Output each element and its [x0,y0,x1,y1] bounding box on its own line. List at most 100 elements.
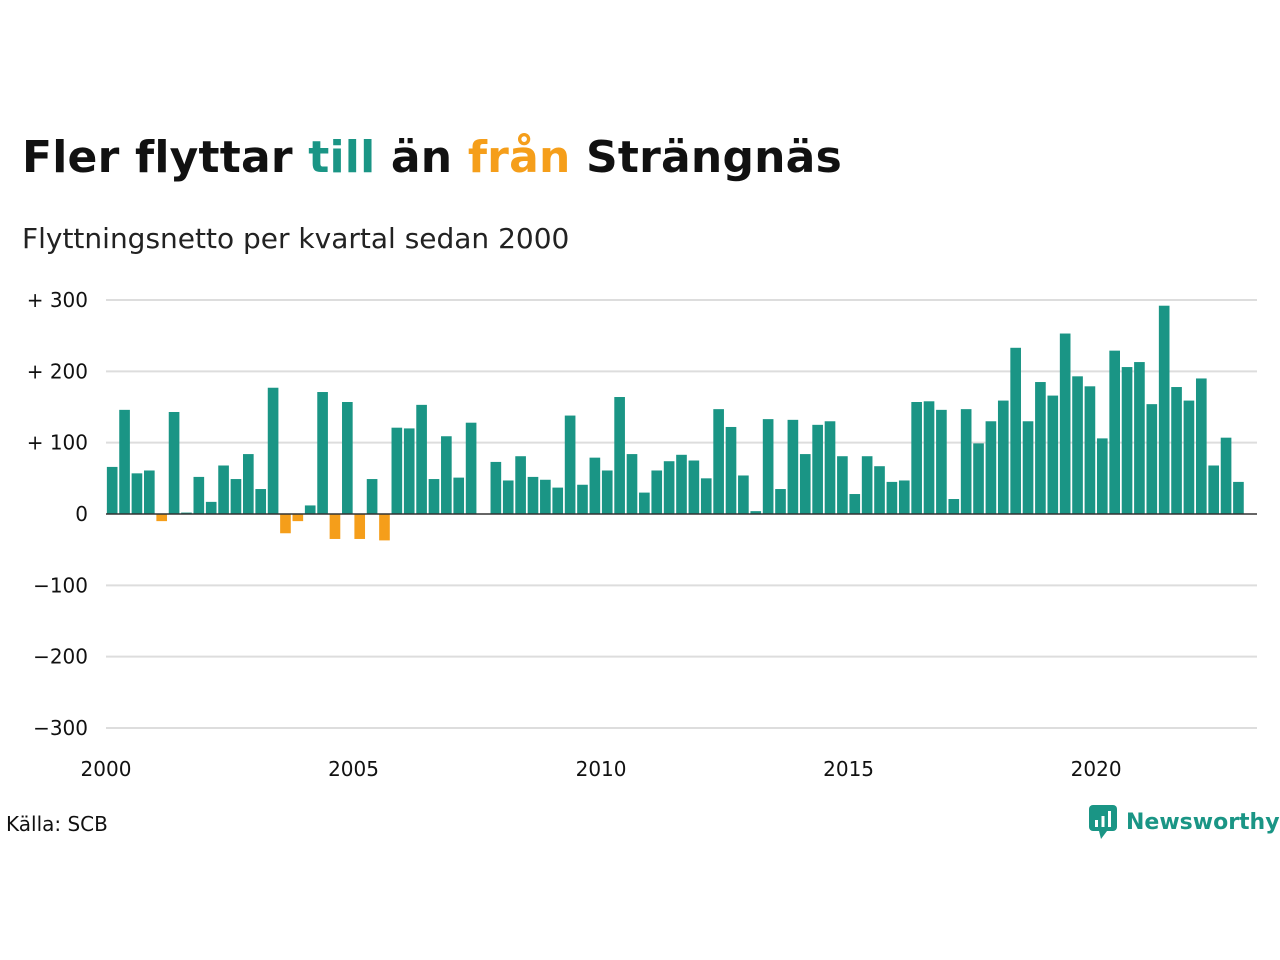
brand-logo: Newsworthy [1088,804,1280,840]
bar [490,461,502,514]
x-tick-label: 2010 [576,757,627,781]
bar [923,401,935,514]
bar [985,421,997,514]
title-part-till: till [308,132,376,183]
bar [589,457,601,514]
bar [143,470,155,514]
bar [1109,350,1120,514]
bar [379,514,390,541]
bar [1195,378,1207,514]
bar [936,409,947,514]
bar [1171,387,1182,514]
bar [366,479,378,514]
bar [280,514,291,534]
bar [465,422,477,514]
bar [1047,395,1059,514]
bar [1183,400,1195,514]
bar [1121,367,1133,514]
bar [391,427,403,514]
y-tick-label: + 300 [27,288,88,312]
chart-title: Fler flyttar till än från Strängnäs [22,132,842,183]
bar [1096,438,1108,514]
bar-chart: + 300 + 200 + 100 0 −100 −200 −300 2000 2005 201… [27,288,1257,781]
y-tick-label: −200 [33,645,88,669]
brand-name: Newsworthy [1126,809,1280,835]
bar [1134,362,1145,514]
bar [824,421,836,514]
gridlines [106,299,1257,729]
bar [688,460,700,514]
bar [626,454,638,514]
bar [205,501,217,514]
bar [193,476,205,514]
bar [898,480,910,514]
x-tick-label: 2005 [328,757,379,781]
bar [837,456,848,514]
title-part-5: Strängnäs [570,132,842,183]
bar [663,461,675,514]
bar [267,387,279,514]
title-part-3: än [375,132,468,183]
bar [552,487,564,514]
bar [502,480,514,514]
bar [156,514,168,522]
y-tick-label: −100 [33,573,88,597]
bar [849,494,861,514]
bar [329,514,341,539]
y-tick-label: 0 [75,502,88,526]
bar [1220,437,1232,514]
bar [911,402,922,514]
bar [750,511,762,514]
bar [243,454,254,514]
bar [1233,481,1244,514]
bar [106,466,118,514]
source-note: Källa: SCB [6,812,108,836]
bar [1158,305,1170,514]
bar [997,400,1009,514]
x-tick-label: 2000 [81,757,132,781]
bar [725,426,737,514]
bar [874,466,885,514]
bar [601,470,613,514]
y-axis-labels: + 300 + 200 + 100 0 −100 −200 −300 [27,288,88,740]
bar [1010,347,1021,514]
bar [639,492,650,514]
bar [799,454,811,514]
bar [441,436,452,514]
chart-subtitle: Flyttningsnetto per kvartal sedan 2000 [22,222,570,255]
bar [317,392,328,514]
bar [700,478,712,514]
bar [218,465,229,514]
bar [861,456,873,514]
bar [775,489,786,514]
bar [540,479,551,514]
x-tick-label: 2015 [823,757,874,781]
title-part-1: Fler flyttar [22,132,309,183]
bar [1022,421,1034,514]
bar [342,402,353,514]
bar [168,411,180,514]
bar [948,499,960,514]
bar [131,473,143,514]
bar [676,454,687,514]
bar [119,409,130,514]
bar [453,477,465,514]
bar [292,514,304,522]
bar [651,470,663,514]
bar [428,479,440,514]
bar [886,481,898,514]
bar [973,443,984,514]
bar [787,419,799,514]
bar [762,419,774,514]
y-tick-label: + 100 [27,431,88,455]
bars [106,305,1244,541]
bar [713,409,724,514]
y-tick-label: + 200 [27,359,88,383]
bar [416,404,427,514]
y-tick-label: −300 [33,716,88,740]
bar [255,489,267,514]
bar [354,514,366,539]
bar [960,409,972,514]
bar [515,456,526,514]
bar [1084,386,1096,514]
